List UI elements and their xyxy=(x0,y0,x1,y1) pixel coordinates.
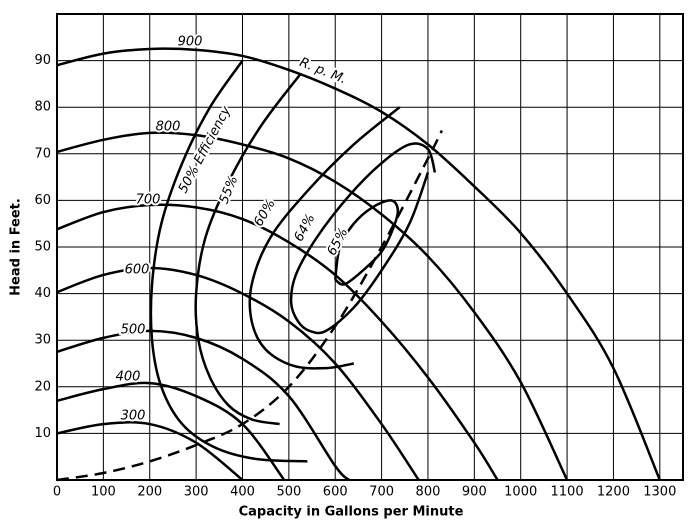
curve-label: 500 xyxy=(121,323,146,338)
curve-label: 55% xyxy=(217,174,242,206)
curve xyxy=(56,129,443,482)
x-tick-label: 300 xyxy=(184,485,209,500)
x-tick-label: 700 xyxy=(369,485,394,500)
curve xyxy=(56,266,420,481)
plot-frame xyxy=(56,13,684,481)
x-tick-label: 100 xyxy=(91,485,116,500)
curve-label: 600 xyxy=(125,263,150,278)
y-tick-label: 40 xyxy=(34,286,51,301)
curve-label: 60% xyxy=(251,197,278,230)
y-axis-title: Head in Feet. xyxy=(9,198,24,296)
x-tick-label: 1100 xyxy=(551,485,584,500)
y-tick-label: 10 xyxy=(34,426,51,441)
x-tick-label: 1200 xyxy=(597,485,630,500)
x-tick-label: 900 xyxy=(462,485,487,500)
curve xyxy=(149,59,308,463)
curve-label: 400 xyxy=(116,370,141,385)
y-tick-label: 60 xyxy=(34,193,51,208)
y-tick-label: 80 xyxy=(34,100,51,115)
x-tick-label: 1300 xyxy=(643,485,676,500)
curve-label: 700 xyxy=(136,193,161,208)
x-tick-label: 800 xyxy=(416,485,441,500)
x-tick-label: 0 xyxy=(53,485,61,500)
curve xyxy=(333,199,400,286)
curve xyxy=(56,131,569,481)
x-tick-label: 1000 xyxy=(504,485,537,500)
y-tick-label: 70 xyxy=(34,146,51,161)
x-tick-label: 400 xyxy=(230,485,255,500)
curve xyxy=(289,142,437,335)
x-tick-label: 600 xyxy=(323,485,348,500)
x-axis-title: Capacity in Gallons per Minute xyxy=(239,505,464,520)
y-tick-label: 20 xyxy=(34,379,51,394)
curve xyxy=(248,106,401,370)
x-tick-label: 500 xyxy=(276,485,301,500)
y-tick-label: 90 xyxy=(34,53,51,68)
x-tick-label: 200 xyxy=(137,485,162,500)
curve xyxy=(56,381,286,481)
curve xyxy=(56,329,351,481)
curve-label: 900 xyxy=(178,35,203,50)
curve-label: 800 xyxy=(156,120,181,135)
curve-label: 300 xyxy=(121,409,146,424)
curve xyxy=(56,47,661,481)
y-tick-label: 30 xyxy=(34,333,51,348)
curve xyxy=(56,421,244,481)
curve xyxy=(56,203,499,481)
y-tick-label: 50 xyxy=(34,240,51,255)
curve xyxy=(194,73,301,426)
